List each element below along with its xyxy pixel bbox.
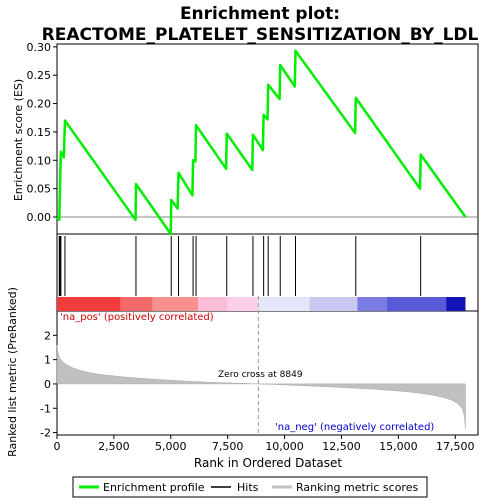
- ranking-metric-area: [56, 344, 466, 429]
- gradient-segment: [386, 297, 447, 311]
- x-tick-label: 17,500: [436, 440, 475, 453]
- x-tick-label: 15,000: [379, 440, 418, 453]
- zero-cross-label: Zero cross at 8849: [218, 370, 303, 380]
- gradient-segment: [309, 297, 358, 311]
- metric-y-tick-label: 2: [44, 329, 51, 342]
- metric-y-tick-label: -2: [40, 427, 51, 440]
- legend-enrichment-label: Enrichment profile: [103, 481, 205, 494]
- axes-layer: 0.00 0.05 0.10 0.15 0.20 0.25 0.30 -2 -1 0 1 2 0 2,50…: [27, 41, 475, 453]
- es-y-tick-label: 0.10: [27, 154, 52, 167]
- metric-y-axis-label: Ranked list metric (PreRanked): [6, 287, 19, 457]
- es-y-tick-label: 0.25: [27, 69, 52, 82]
- x-tick-label: 7,500: [212, 440, 244, 453]
- es-y-tick-label: 0.20: [27, 98, 52, 111]
- es-y-tick-label: 0.30: [27, 41, 52, 54]
- gradient-segment: [258, 297, 310, 311]
- metric-y-tick-label: -1: [40, 402, 51, 415]
- legend-metric-label: Ranking metric scores: [296, 481, 418, 494]
- gradient-segment: [120, 297, 153, 311]
- gradient-segment: [357, 297, 387, 311]
- neg-correlated-label: 'na_neg' (negatively correlated): [275, 422, 434, 433]
- gradient-layer: [57, 297, 466, 311]
- es-panel-frame: [56, 43, 479, 235]
- pos-correlated-label: 'na_pos' (positively correlated): [60, 312, 214, 323]
- es-layer: [56, 49, 478, 236]
- metric-layer: [56, 296, 466, 435]
- metric-y-tick-label: 1: [44, 354, 51, 367]
- x-tick-label: 12,500: [322, 440, 361, 453]
- es-y-tick-label: 0.05: [27, 183, 52, 196]
- metric-y-tick-label: 0: [44, 378, 51, 391]
- es-y-axis-label: Enrichment score (ES): [12, 79, 25, 201]
- es-y-tick-label: 0.15: [27, 126, 52, 139]
- legend-hits-label: Hits: [237, 481, 259, 494]
- gradient-segment: [227, 297, 259, 311]
- x-tick-label: 10,000: [265, 440, 304, 453]
- chart-title-line2: REACTOME_PLATELET_SENSITIZATION_BY_LDL: [42, 25, 479, 45]
- gradient-segment: [446, 297, 466, 311]
- gradient-segment: [198, 297, 228, 311]
- hits-layer: [58, 236, 422, 296]
- chart-title-line1: Enrichment plot:: [180, 4, 340, 24]
- gradient-segment: [57, 297, 121, 311]
- gradient-segment: [152, 297, 199, 311]
- x-tick-label: 5,000: [155, 440, 187, 453]
- x-tick-label: 0: [54, 440, 61, 453]
- legend-box: [72, 476, 428, 498]
- es-y-tick-label: 0.00: [27, 211, 52, 224]
- x-tick-label: 2,500: [98, 440, 130, 453]
- enrichment-profile-line: [56, 49, 467, 236]
- x-axis-label: Rank in Ordered Dataset: [194, 456, 342, 470]
